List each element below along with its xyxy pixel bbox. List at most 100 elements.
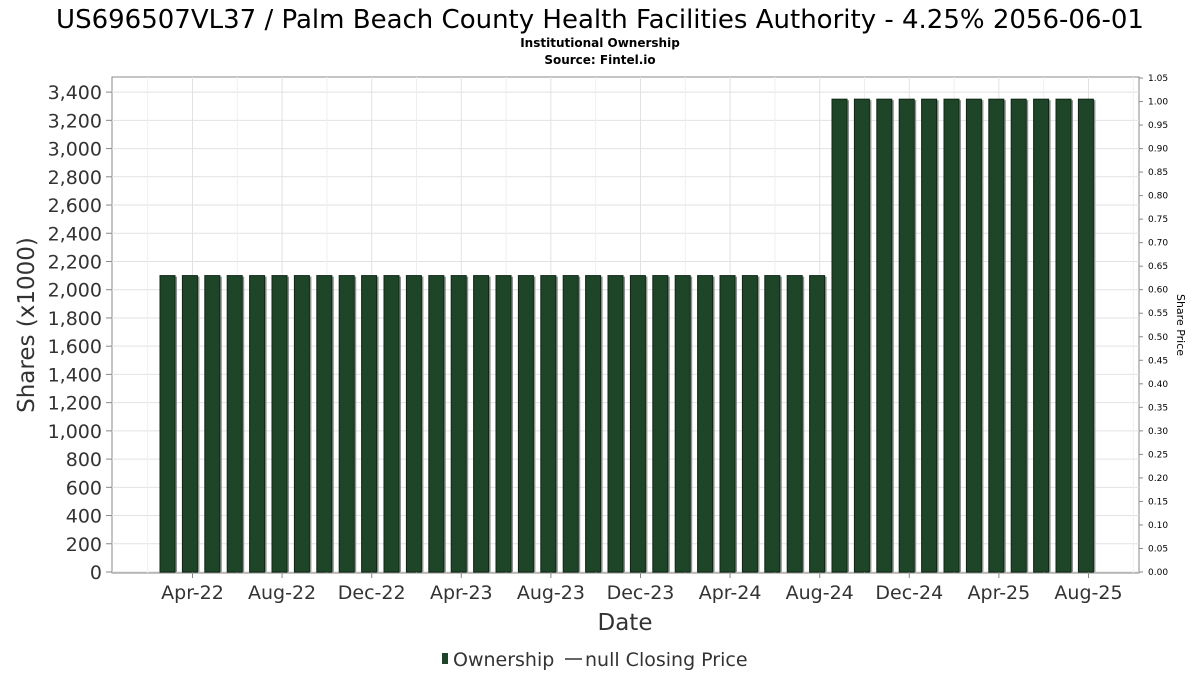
y2-tick-label: 0.55 xyxy=(1148,309,1168,319)
bar xyxy=(585,275,602,573)
y2-tick-label: 0.75 xyxy=(1148,215,1168,225)
bar xyxy=(249,275,266,573)
x-tick-label: Apr-23 xyxy=(430,582,493,604)
y2-tick-label: 0.00 xyxy=(1148,568,1168,578)
bar xyxy=(652,275,669,573)
y-tick-label: 2,400 xyxy=(48,223,102,245)
bar xyxy=(719,275,736,573)
y-tick-label: 2,600 xyxy=(48,195,102,217)
bar xyxy=(495,275,512,573)
x-tick-label: Dec-24 xyxy=(875,582,943,604)
bar xyxy=(338,275,355,573)
x-tick-label: Apr-22 xyxy=(161,582,224,604)
y2-tick-label: 0.10 xyxy=(1148,521,1168,531)
y-tick-label: 1,800 xyxy=(48,308,102,330)
legend-price-label: null Closing Price xyxy=(585,649,748,671)
y2-tick-label: 0.15 xyxy=(1148,497,1168,507)
bar xyxy=(921,98,938,573)
bar xyxy=(741,275,758,573)
y2-tick-label: 1.00 xyxy=(1148,98,1168,108)
y2-tick-label: 0.30 xyxy=(1148,427,1168,437)
bar xyxy=(1055,98,1072,573)
bar xyxy=(562,275,579,573)
y2-tick-label: 0.60 xyxy=(1148,286,1168,296)
y-tick-label: 600 xyxy=(66,477,102,499)
bar xyxy=(809,275,826,573)
x-tick-label: Aug-24 xyxy=(786,582,854,604)
y2-tick-label: 1.05 xyxy=(1148,74,1168,84)
x-tick-label: Dec-23 xyxy=(607,582,675,604)
x-tick-label: Apr-25 xyxy=(968,582,1031,604)
bar xyxy=(428,275,445,573)
bar xyxy=(204,275,221,573)
bar xyxy=(965,98,982,573)
bars xyxy=(159,98,1096,573)
bar xyxy=(517,275,534,573)
y2-tick-label: 0.20 xyxy=(1148,474,1168,484)
bar xyxy=(473,275,490,573)
legend-ownership-label: Ownership xyxy=(453,649,554,671)
y2-axis-ticks: 0.00 0.05 0.10 0.15 0.20 0.25 0.30 0.35 0.40 0.45… xyxy=(1139,74,1168,578)
x-axis-ticks: Apr-22 Aug-22 Dec-22 Apr-23 Aug-23 Dec-23 Apr-… xyxy=(161,573,1123,604)
y-tick-label: 200 xyxy=(66,534,102,556)
x-tick-label: Apr-24 xyxy=(699,582,762,604)
bar xyxy=(383,275,400,573)
y2-tick-label: 0.40 xyxy=(1148,380,1168,390)
x-tick-label: Dec-22 xyxy=(338,582,406,604)
chart-source: Source: Fintel.io xyxy=(544,53,655,67)
y-tick-label: 2,000 xyxy=(48,280,102,302)
chart-title: US696507VL37 / Palm Beach County Health … xyxy=(56,5,1144,35)
chart-subtitle: Institutional Ownership xyxy=(520,36,680,50)
bar xyxy=(898,98,915,573)
bar xyxy=(1033,98,1050,573)
y-tick-label: 1,400 xyxy=(48,364,102,386)
bar xyxy=(629,275,646,573)
bar xyxy=(1077,98,1094,573)
y-tick-label: 0 xyxy=(90,562,102,584)
y2-tick-label: 0.05 xyxy=(1148,544,1168,554)
bar xyxy=(943,98,960,573)
y2-tick-label: 0.50 xyxy=(1148,333,1168,343)
y-tick-label: 2,200 xyxy=(48,251,102,273)
y-tick-label: 1,000 xyxy=(48,421,102,443)
y-tick-label: 1,600 xyxy=(48,336,102,358)
x-axis-label: Date xyxy=(598,610,653,636)
bar xyxy=(1010,98,1027,573)
bar xyxy=(674,275,691,573)
y2-tick-label: 0.80 xyxy=(1148,192,1168,202)
legend-ownership-swatch xyxy=(442,653,448,664)
y-axis-ticks: 0 200 400 600 800 1,000 1,200 1,400 1,600 1,800 2,… xyxy=(48,82,112,584)
bar xyxy=(764,275,781,573)
bar xyxy=(293,275,310,573)
bar xyxy=(697,275,714,573)
y2-tick-label: 0.90 xyxy=(1148,145,1168,155)
y2-tick-label: 0.45 xyxy=(1148,356,1168,366)
y-axis-label: Shares (x1000) xyxy=(14,237,40,413)
bar xyxy=(181,275,198,573)
y-tick-label: 3,400 xyxy=(48,82,102,104)
bar xyxy=(271,275,288,573)
bar xyxy=(988,98,1005,573)
bar xyxy=(361,275,378,573)
bar xyxy=(316,275,333,573)
bar xyxy=(159,275,176,573)
y2-tick-label: 0.65 xyxy=(1148,262,1168,272)
y2-tick-label: 0.70 xyxy=(1148,239,1168,249)
bar xyxy=(226,275,243,573)
bar xyxy=(540,275,557,573)
y2-tick-label: 0.85 xyxy=(1148,168,1168,178)
y2-tick-label: 0.25 xyxy=(1148,450,1168,460)
x-tick-label: Aug-23 xyxy=(517,582,585,604)
y-tick-label: 800 xyxy=(66,449,102,471)
y-tick-label: 400 xyxy=(66,506,102,528)
y2-tick-label: 0.95 xyxy=(1148,121,1168,131)
y-tick-label: 3,000 xyxy=(48,139,102,161)
bar xyxy=(853,98,870,573)
y2-axis-label: Share Price xyxy=(1174,294,1187,356)
y-tick-label: 2,800 xyxy=(48,167,102,189)
y-tick-label: 1,200 xyxy=(48,393,102,415)
y-tick-label: 3,200 xyxy=(48,110,102,132)
bar xyxy=(607,275,624,573)
x-tick-label: Aug-25 xyxy=(1054,582,1122,604)
